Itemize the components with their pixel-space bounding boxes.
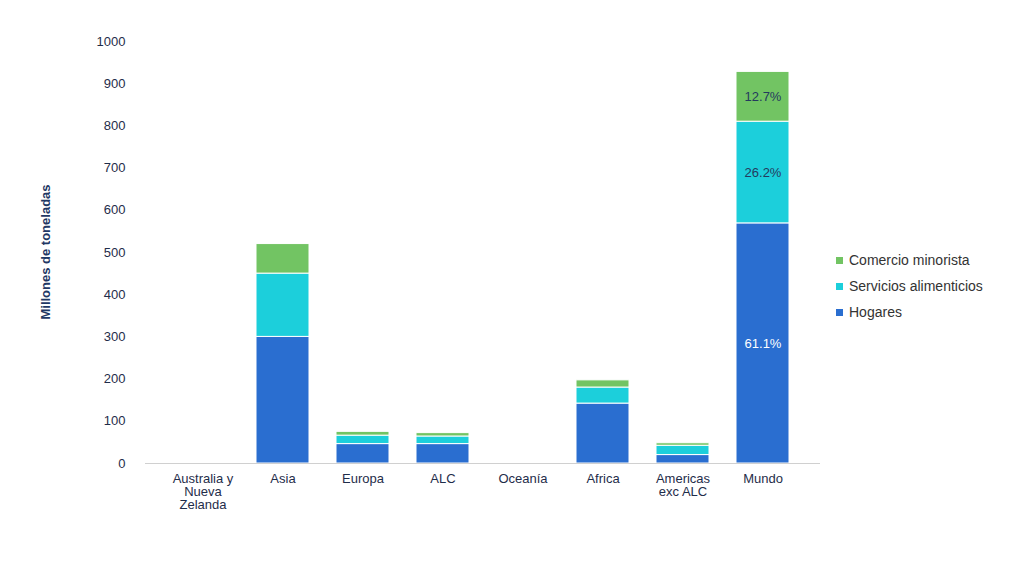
html-text:Millones de toneladas: Millones de toneladas — [37, 184, 53, 320]
svg-text:Africa: Africa — [586, 471, 620, 486]
svg-text:0: 0 — [118, 456, 125, 471]
html-text:Comercio minorista: Comercio minorista — [849, 252, 970, 268]
html-text:Servicios alimenticios: Servicios alimenticios — [849, 278, 983, 294]
svg-text:Australia yNuevaZelanda: Australia yNuevaZelanda — [173, 471, 234, 512]
svg-text:1000: 1000 — [97, 34, 126, 49]
svg-text:200: 200 — [104, 371, 126, 386]
svg-text:900: 900 — [104, 76, 126, 91]
svg-text:Oceanía: Oceanía — [498, 471, 548, 486]
svg-text:800: 800 — [104, 118, 126, 133]
svg-text:300: 300 — [104, 329, 126, 344]
svg-text:100: 100 — [104, 413, 126, 428]
svg-text:Europa: Europa — [342, 471, 385, 486]
svg-text:ALC: ALC — [430, 471, 455, 486]
svg-text:Asia: Asia — [270, 471, 296, 486]
svg-text:600: 600 — [104, 202, 126, 217]
svg-text:700: 700 — [104, 160, 126, 175]
svg-text:Americasexc ALC: Americasexc ALC — [656, 471, 711, 499]
svg-text:12.7%: 12.7% — [745, 89, 782, 104]
svg-text:400: 400 — [104, 287, 126, 302]
svg-text:61.1%: 61.1% — [745, 336, 782, 351]
svg-text:26.2%: 26.2% — [745, 165, 782, 180]
svg-text:Mundo: Mundo — [743, 471, 783, 486]
html-text:Hogares: Hogares — [849, 304, 902, 320]
svg-text:500: 500 — [104, 245, 126, 260]
